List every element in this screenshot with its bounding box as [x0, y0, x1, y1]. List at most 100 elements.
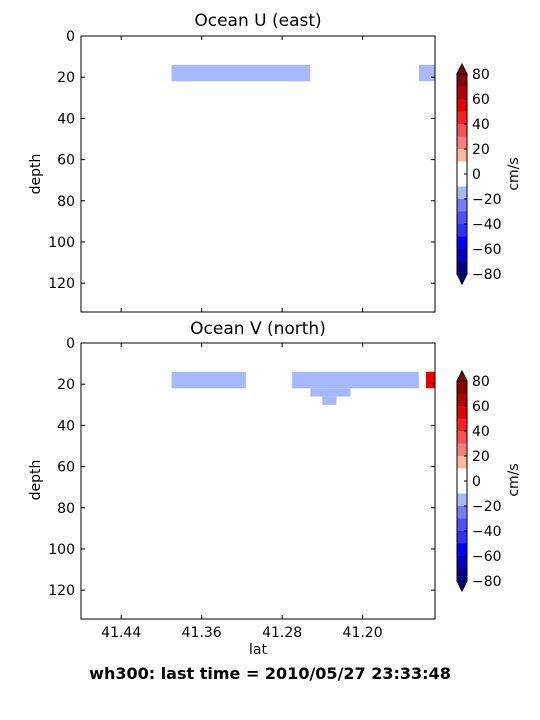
colorbar-segment — [457, 161, 467, 174]
data-cell — [310, 81, 351, 90]
x-tick-label: 41.28 — [262, 625, 302, 641]
panel-ocean-u: Ocean U (east) 0 20 40 60 80 100 120 depth −80… — [28, 11, 522, 313]
colorbar-segment — [457, 456, 467, 469]
data-cell — [425, 371, 435, 389]
colorbar-segment — [457, 418, 467, 431]
colorbar-segment — [457, 506, 467, 519]
data-cell — [418, 64, 435, 82]
colorbar-segment — [457, 136, 467, 149]
plot-frame — [80, 342, 436, 620]
plot-background — [81, 343, 435, 619]
colorbar-segment — [457, 481, 467, 494]
y-tick-label: 120 — [48, 583, 75, 599]
y-tick-label: 20 — [57, 70, 75, 86]
figure-footer-title: wh300: last time = 2010/05/27 23:33:48 — [89, 664, 451, 683]
colorbar-tick-label: 40 — [472, 117, 490, 133]
data-cell — [418, 371, 426, 389]
colorbar-segment — [457, 518, 467, 531]
colorbar-segment — [457, 149, 467, 162]
colorbar-tick-label: −40 — [472, 217, 502, 233]
data-cell — [310, 388, 351, 397]
y-tick-label: 100 — [48, 235, 75, 251]
y-axis-label-ocean-v: depth — [28, 460, 44, 501]
colorbar-segment — [457, 186, 467, 199]
colorbar-tick-label: 80 — [472, 374, 490, 390]
colorbar-tick-label: 20 — [472, 142, 490, 158]
colorbar-segment — [457, 261, 467, 274]
colorbar-tick-label: 0 — [472, 167, 481, 183]
colorbar-segment — [457, 431, 467, 444]
y-tick-label: 40 — [57, 418, 75, 434]
colorbar-extend-top — [456, 369, 468, 382]
y-tick-label: 80 — [57, 194, 75, 210]
colorbar-segment — [457, 249, 467, 262]
colorbar-segment — [457, 224, 467, 237]
data-cell — [310, 64, 419, 82]
colorbar-segment — [457, 393, 467, 406]
colorbar-segment — [457, 381, 467, 394]
colorbar-segment — [457, 406, 467, 419]
colorbar-tick-label: −20 — [472, 499, 502, 515]
x-axis-label-lat: lat — [249, 642, 267, 658]
colorbar-label-ocean-v: cm/s — [506, 463, 522, 496]
y-tick-label: 20 — [57, 377, 75, 393]
colorbar-segment — [457, 199, 467, 212]
colorbar-tick-label: −80 — [472, 574, 502, 590]
colorbar-segment — [457, 531, 467, 544]
colorbar-segment — [457, 236, 467, 249]
y-tick-label: 60 — [57, 460, 75, 476]
colorbar-tick-label: −60 — [472, 242, 502, 258]
colorbar-tick-label: 60 — [472, 399, 490, 415]
colorbar-segment — [457, 211, 467, 224]
colorbar-tick-label: 0 — [472, 474, 481, 490]
colorbar-tick-label: 80 — [472, 67, 490, 83]
colorbar-tick-label: 60 — [472, 92, 490, 108]
colorbar-segment — [457, 99, 467, 112]
colorbar-tick-label: −20 — [472, 192, 502, 208]
data-cell — [322, 396, 337, 405]
colorbar-segment — [457, 111, 467, 124]
y-tick-label: 0 — [66, 336, 75, 352]
data-cell — [245, 371, 293, 389]
colorbar-extend-bottom — [456, 580, 468, 593]
colorbar-segment — [457, 556, 467, 569]
data-cell — [322, 89, 337, 98]
colorbar-tick-label: −40 — [472, 524, 502, 540]
colorbar-ocean-u: −80 −60 −40 −20 0 20 40 60 80 — [456, 62, 502, 286]
y-tick-label: 60 — [57, 153, 75, 169]
y-tick-label: 40 — [57, 111, 75, 127]
colorbar-ocean-v: −80 −60 −40 −20 0 20 40 60 80 — [456, 369, 502, 593]
colorbar-segment — [457, 174, 467, 187]
colorbar-segment — [457, 86, 467, 99]
panel-ocean-v: Ocean V (north) 0 20 40 60 80 100 120 41.44 41.3… — [28, 319, 522, 658]
data-cells — [171, 371, 435, 405]
data-cells — [171, 64, 435, 98]
plot-background — [81, 36, 435, 312]
colorbar-tick-label: 20 — [472, 449, 490, 465]
colorbar-segment — [457, 443, 467, 456]
colorbar-tick-label: −60 — [472, 549, 502, 565]
x-tick-label: 41.36 — [182, 625, 222, 641]
colorbar-extend-bottom — [456, 273, 468, 286]
colorbar-segment — [457, 124, 467, 137]
y-tick-label: 0 — [66, 29, 75, 45]
data-cell — [171, 64, 311, 82]
plot-area-ocean-v: 0 20 40 60 80 100 120 41.44 41.36 41.28 41.20 — [48, 336, 436, 641]
chart-title-ocean-u: Ocean U (east) — [194, 11, 321, 31]
plot-area-ocean-u: 0 20 40 60 80 100 120 — [48, 29, 436, 313]
colorbar-tick-label: 40 — [472, 424, 490, 440]
colorbar-segment — [457, 568, 467, 581]
y-axis-label-ocean-u: depth — [28, 154, 44, 195]
colorbar-extend-top — [456, 62, 468, 75]
data-cell — [171, 371, 246, 389]
chart-title-ocean-v: Ocean V (north) — [190, 319, 326, 339]
plot-frame — [80, 35, 436, 313]
x-tick-label: 41.20 — [343, 625, 383, 641]
data-cell — [292, 371, 419, 389]
y-tick-label: 100 — [48, 542, 75, 558]
y-tick-label: 80 — [57, 501, 75, 517]
y-tick-label: 120 — [48, 276, 75, 292]
colorbar-label-ocean-u: cm/s — [506, 157, 522, 190]
colorbar-segment — [457, 74, 467, 87]
